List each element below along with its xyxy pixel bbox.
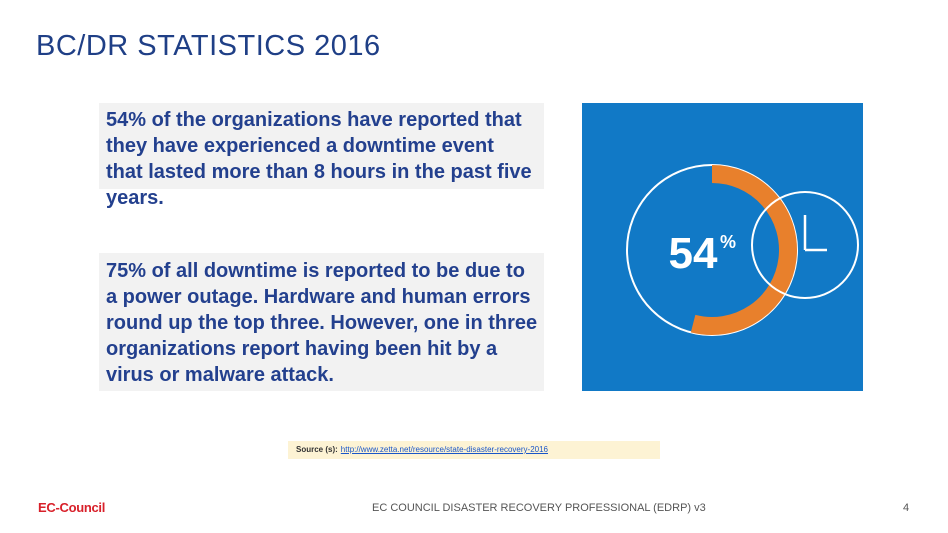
stat-box-causes: 75% of all downtime is reported to be du… xyxy=(99,253,544,391)
percentage-value: 54 xyxy=(669,229,718,278)
stat-text-causes: 75% of all downtime is reported to be du… xyxy=(106,260,538,386)
percentage-graphic: 54 % xyxy=(582,103,863,391)
ec-council-logo: EC-Council xyxy=(38,500,106,515)
stat-box-downtime: 54% of the organizations have reported t… xyxy=(99,103,544,209)
page-number: 4 xyxy=(903,502,910,514)
footer-text: EC COUNCIL DISASTER RECOVERY PROFESSIONA… xyxy=(372,502,706,514)
stat-text-downtime: 54% of the organizations have reported t… xyxy=(106,109,532,209)
progress-arc xyxy=(690,165,797,335)
source-label: Source (s): xyxy=(296,445,338,454)
source-citation: Source (s): http://www.zetta.net/resource… xyxy=(288,441,660,459)
slide-title: BC/DR STATISTICS 2016 xyxy=(36,30,381,62)
percentage-unit: % xyxy=(720,232,736,252)
source-link[interactable]: http://www.zetta.net/resource/state-disa… xyxy=(340,445,548,454)
clock-icon xyxy=(751,191,859,299)
